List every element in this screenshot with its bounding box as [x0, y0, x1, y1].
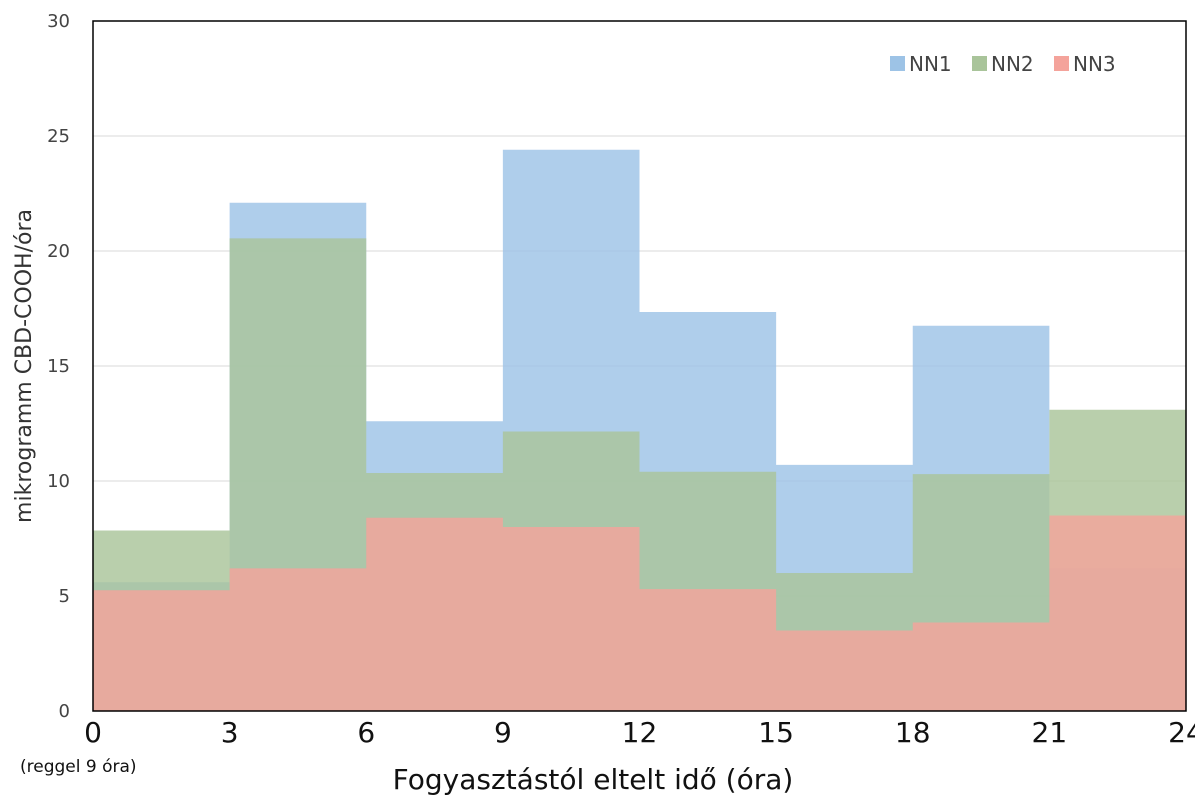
x-tick-label: 21 [1032, 716, 1068, 749]
axis-labels: (reggel 9 óra) Fogyasztástól eltelt idő … [12, 209, 793, 796]
x-tick-label: 0 [84, 716, 102, 749]
axes [92, 20, 1187, 712]
legend-swatch [890, 56, 905, 71]
legend-item-nn2: NN2 [972, 52, 1034, 76]
x-axis-label: Fogyasztástól eltelt idő (óra) [393, 763, 794, 796]
legend-label: NN3 [1073, 52, 1116, 76]
x-tick-label: 3 [221, 716, 239, 749]
plot-frame [92, 20, 1187, 712]
x-tick-label: 15 [758, 716, 794, 749]
x-tick-label: 24 [1168, 716, 1195, 749]
y-tick-label: 10 [47, 471, 70, 492]
series-layer [93, 149, 1186, 712]
x-axis-note: (reggel 9 óra) [20, 757, 137, 777]
x-tick-label: 18 [895, 716, 931, 749]
legend-swatch [972, 56, 987, 71]
y-tick-label: 0 [59, 701, 70, 722]
y-tick-label: 15 [47, 356, 70, 377]
x-tick-label: 12 [622, 716, 658, 749]
x-tick-label: 9 [494, 716, 512, 749]
y-axis-label: mikrogramm CBD-COOH/óra [12, 209, 37, 523]
y-tick-label: 20 [47, 241, 70, 262]
y-tick-label: 5 [59, 586, 70, 607]
legend-item-nn3: NN3 [1054, 52, 1116, 76]
series-area-nn3 [93, 515, 1186, 711]
legend-label: NN2 [991, 52, 1034, 76]
legend: NN1 NN2 NN3 [890, 52, 1116, 76]
tick-labels: 0 5 10 15 20 25 30 0 3 6 9 12 15 18 21 24 [47, 11, 1195, 749]
legend-label: NN1 [909, 52, 952, 76]
y-tick-label: 30 [47, 11, 70, 32]
x-tick-label: 6 [357, 716, 375, 749]
legend-item-nn1: NN1 [890, 52, 952, 76]
y-tick-label: 25 [47, 126, 70, 147]
legend-swatch [1054, 56, 1069, 71]
